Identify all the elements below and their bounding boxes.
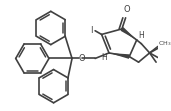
Text: CH$_3$: CH$_3$: [158, 39, 171, 48]
Text: O: O: [79, 54, 86, 63]
Polygon shape: [109, 53, 130, 59]
Text: H: H: [139, 31, 144, 40]
Text: O: O: [123, 5, 130, 14]
Text: H: H: [101, 53, 107, 62]
Text: I: I: [90, 26, 92, 35]
Polygon shape: [121, 27, 137, 40]
